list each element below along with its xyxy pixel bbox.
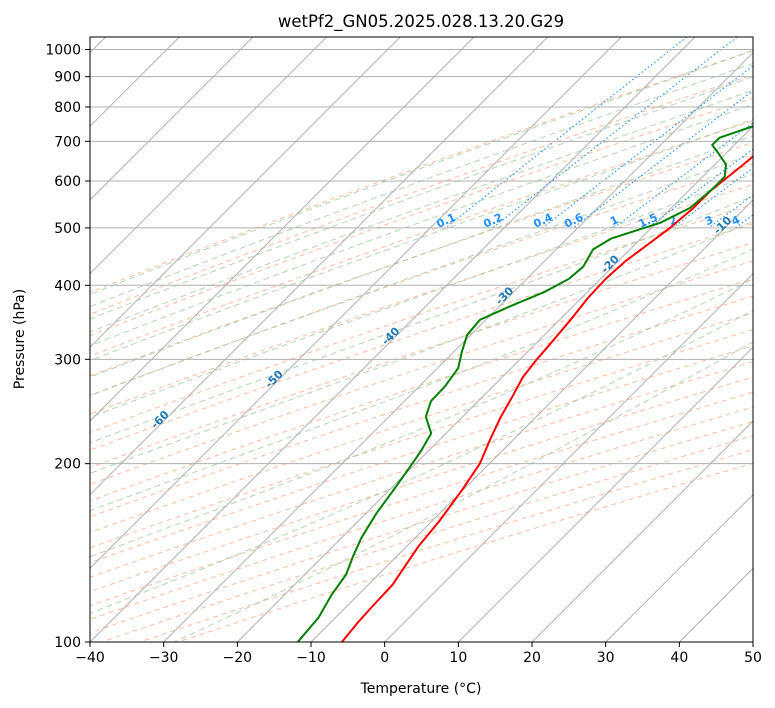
moist-adiabat bbox=[90, 89, 753, 333]
x-tick-label: 10 bbox=[449, 650, 467, 666]
x-tick-label: 0 bbox=[380, 650, 389, 666]
mixing-ratio-line bbox=[672, 167, 753, 229]
y-tick-label: 900 bbox=[54, 70, 81, 86]
isotherm-line bbox=[236, 125, 753, 642]
dry-adiabat bbox=[90, 50, 753, 293]
y-tick-label: 1000 bbox=[45, 43, 81, 59]
isotherm-line bbox=[90, 37, 696, 642]
isotherm-line bbox=[90, 37, 254, 201]
y-tick-label: 800 bbox=[54, 100, 81, 116]
chart-title: wetPf2_GN05.2025.028.13.20.G29 bbox=[278, 12, 564, 32]
dry-adiabat bbox=[90, 376, 753, 593]
moist-adiabat bbox=[90, 173, 753, 418]
moist-adiabat bbox=[90, 76, 753, 320]
sounding-profiles bbox=[296, 125, 753, 642]
dry-adiabat bbox=[90, 97, 753, 337]
y-tick-label: 400 bbox=[54, 278, 81, 294]
x-axis: −40 −30 −20 −10 0 10 20 30 40 50 bbox=[75, 642, 762, 666]
x-tick-label: 40 bbox=[670, 650, 688, 666]
plot-frame bbox=[89, 36, 754, 643]
y-axis-title: Pressure (hPa) bbox=[12, 289, 28, 389]
moist-adiabat bbox=[90, 153, 753, 397]
moist-adiabat bbox=[90, 278, 753, 558]
dry-adiabat bbox=[90, 203, 753, 433]
x-tick-label: −40 bbox=[75, 650, 105, 666]
temperature-profile bbox=[341, 154, 753, 642]
moist-adiabat bbox=[90, 195, 753, 444]
background-lines bbox=[90, 37, 753, 642]
x-tick-label: 50 bbox=[744, 650, 762, 666]
dry-adiabat bbox=[90, 241, 753, 469]
x-tick-label: 30 bbox=[597, 650, 615, 666]
x-axis-title: Temperature (°C) bbox=[360, 681, 482, 697]
y-tick-label: 300 bbox=[54, 352, 81, 368]
dry-adiabat bbox=[90, 74, 753, 315]
moist-adiabat bbox=[90, 50, 753, 296]
isotherm-line bbox=[90, 37, 549, 496]
dewpoint-profile bbox=[296, 125, 753, 642]
x-tick-label: −20 bbox=[223, 650, 253, 666]
isotherm-line bbox=[384, 272, 753, 642]
y-tick-label: 600 bbox=[54, 174, 81, 190]
x-tick-label: −10 bbox=[296, 650, 326, 666]
isotherm-line bbox=[90, 37, 401, 349]
mixing-ratio-line bbox=[572, 90, 753, 229]
y-tick-label: 100 bbox=[54, 635, 81, 651]
isotherm-line bbox=[310, 199, 753, 642]
dry-adiabat bbox=[90, 345, 753, 564]
moist-adiabat bbox=[90, 118, 753, 362]
dry-adiabat bbox=[90, 163, 753, 396]
mixing-ratio-line bbox=[542, 65, 753, 229]
y-tick-label: 500 bbox=[54, 221, 81, 237]
dry-adiabat bbox=[90, 391, 753, 607]
y-tick-label: 700 bbox=[54, 134, 81, 150]
x-tick-label: −30 bbox=[149, 650, 179, 666]
mixing-ratio-line bbox=[492, 37, 738, 229]
isotherm-line bbox=[90, 37, 328, 275]
isotherm-line bbox=[531, 420, 753, 642]
isotherm-line bbox=[457, 346, 753, 642]
moist-adiabat bbox=[90, 63, 753, 308]
dry-adiabat bbox=[90, 142, 753, 377]
dry-adiabat bbox=[90, 329, 753, 549]
y-tick-label: 200 bbox=[54, 457, 81, 473]
x-tick-label: 20 bbox=[523, 650, 541, 666]
isotherm-line bbox=[90, 37, 475, 422]
isotherm-line bbox=[90, 37, 622, 570]
dry-adiabat bbox=[90, 183, 753, 415]
pressure-gridlines bbox=[90, 49, 753, 642]
isotherm-line bbox=[605, 493, 753, 642]
y-axis: 1000 900 800 700 600 500 400 300 200 100 bbox=[45, 43, 90, 651]
